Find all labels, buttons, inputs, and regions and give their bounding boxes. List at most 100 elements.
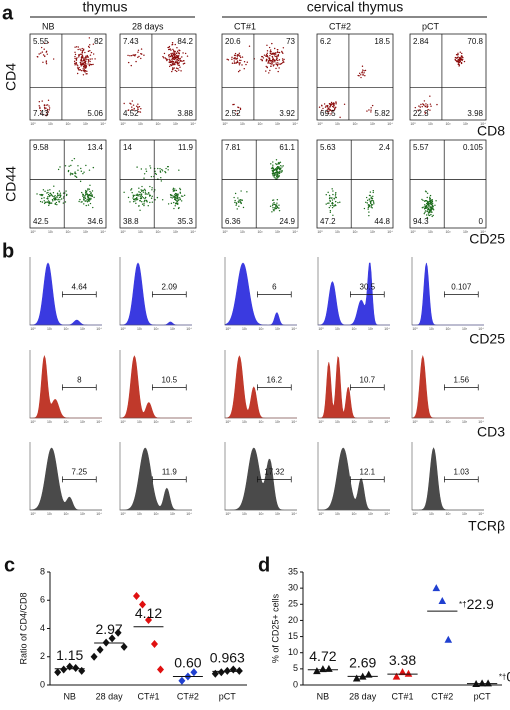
axis-tick-label: 10³	[80, 327, 86, 331]
event-dot	[275, 51, 277, 54]
event-dot	[233, 103, 235, 106]
event-dot	[171, 197, 173, 199]
event-dot	[334, 200, 337, 203]
event-dot	[328, 206, 331, 209]
event-dot	[92, 166, 95, 169]
event-dot	[168, 54, 170, 57]
event-dot	[426, 201, 429, 204]
event-dot	[93, 196, 95, 199]
event-dot	[240, 190, 242, 192]
event-dot	[239, 201, 242, 203]
event-dot	[84, 64, 86, 66]
event-dot	[236, 61, 239, 64]
mean-label: *†0.439	[499, 668, 510, 684]
event-dot	[77, 69, 80, 71]
event-dot	[235, 203, 238, 205]
axis-tick-label: 10⁰	[318, 327, 324, 331]
event-dot	[130, 64, 132, 67]
event-dot	[82, 56, 84, 58]
event-dot	[176, 202, 179, 204]
event-dot	[429, 103, 432, 105]
axis-tick-label: 10³	[370, 122, 376, 126]
data-point	[190, 668, 198, 677]
axis-tick-label: 10¹	[242, 420, 248, 424]
event-dot	[80, 170, 83, 172]
event-dot	[90, 197, 92, 199]
event-dot	[136, 196, 138, 199]
event-dot	[274, 206, 276, 209]
x-tick-label: CT#2	[177, 691, 199, 701]
event-dot	[422, 199, 424, 202]
axis-tick-label: 10³	[462, 420, 468, 424]
gate-value: 10.5	[162, 376, 178, 385]
event-dot	[277, 59, 279, 62]
event-dot	[43, 202, 46, 205]
axis-tick-label: 10³	[170, 420, 176, 424]
event-dot	[271, 63, 273, 65]
event-dot	[168, 58, 171, 61]
axis-tick-label: 10¹	[242, 512, 248, 516]
axis-tick-label: 10⁴	[190, 230, 196, 234]
event-dot	[52, 192, 55, 194]
event-dot	[178, 69, 180, 71]
event-dot	[370, 107, 372, 109]
event-dot	[276, 163, 278, 166]
axis-tick-label: 10³	[80, 512, 86, 516]
event-dot	[85, 189, 87, 192]
event-dot	[332, 106, 335, 108]
axis-tick-label: 10³	[275, 512, 281, 516]
event-dot	[59, 199, 61, 201]
event-dot	[134, 200, 136, 202]
y-tick-label: 25	[288, 599, 298, 609]
event-dot	[270, 50, 272, 53]
event-dot	[46, 104, 49, 106]
gate-bracket	[152, 384, 187, 391]
event-dot	[246, 61, 249, 63]
plot-frame	[29, 33, 107, 121]
event-dot	[148, 193, 150, 195]
mean-value: 1.15	[56, 646, 83, 662]
event-dot	[170, 49, 172, 51]
event-dot	[281, 62, 284, 64]
event-dot	[414, 106, 417, 109]
event-dot	[74, 62, 76, 65]
quadrant-value: 84.2	[177, 37, 193, 46]
axis-tick-label: 10²	[63, 420, 69, 424]
event-dot	[339, 201, 341, 203]
event-dot	[272, 170, 274, 172]
event-dot	[179, 198, 182, 200]
event-dot	[428, 211, 430, 213]
axis-tick-label: 10⁴	[100, 122, 106, 126]
event-dot	[58, 196, 61, 199]
histogram	[317, 447, 390, 511]
axis-frame	[411, 257, 484, 326]
event-dot	[460, 62, 463, 65]
axis-tick-label: 10²	[155, 122, 161, 126]
event-dot	[39, 106, 41, 109]
event-dot	[49, 195, 51, 197]
event-dot	[459, 59, 462, 61]
event-dot	[178, 58, 180, 60]
event-dot	[239, 199, 241, 201]
event-dot	[276, 171, 279, 173]
event-dot	[333, 108, 336, 111]
event-dot	[156, 196, 159, 199]
axis-tick-label: 10⁰	[317, 230, 323, 234]
axis-tick-label: 10²	[155, 230, 161, 234]
event-dot	[430, 105, 432, 107]
event-dot	[261, 55, 263, 58]
axis-tick-label: 10⁰	[412, 512, 418, 516]
axis-tick-label: 10³	[463, 230, 469, 234]
y-tick-label: 15	[288, 631, 298, 641]
y-tick-label: 35	[288, 566, 298, 576]
event-dot	[333, 103, 335, 105]
event-dot	[177, 52, 179, 54]
event-dot	[329, 103, 331, 106]
quadrant-value: 24.9	[279, 217, 295, 226]
event-dot	[370, 202, 372, 205]
event-dot	[364, 75, 366, 77]
event-dot	[53, 185, 55, 187]
quadrant-value: 4.52	[123, 109, 139, 118]
event-dot	[339, 116, 341, 119]
event-dot	[427, 212, 430, 214]
